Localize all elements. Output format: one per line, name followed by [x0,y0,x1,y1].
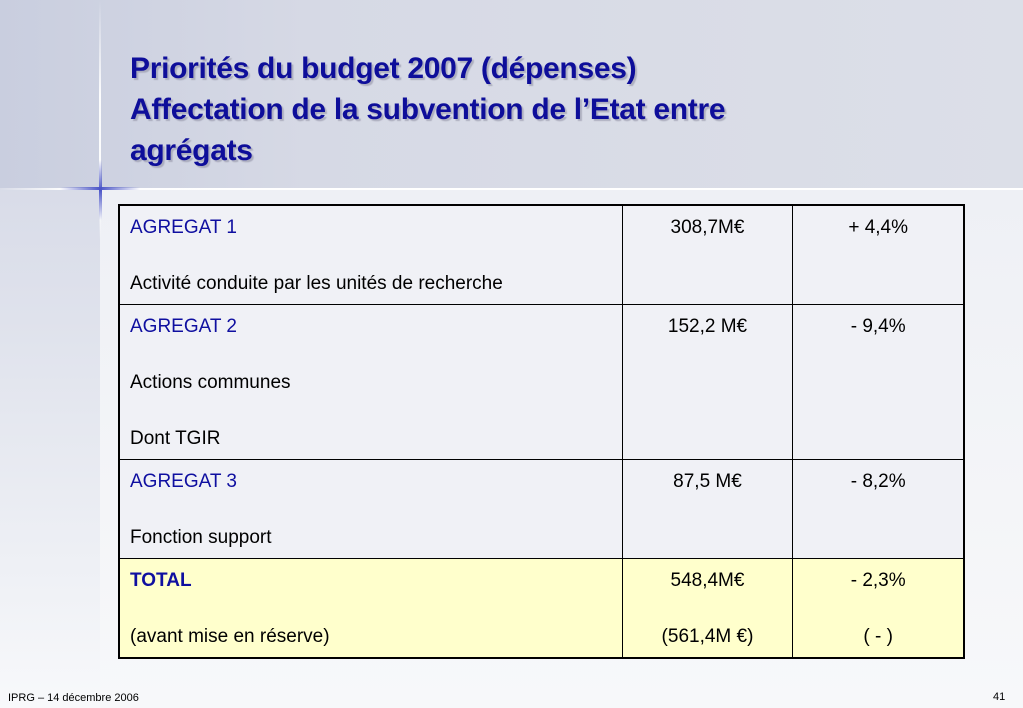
slide-title: Priorités du budget 2007 (dépenses) Affe… [130,48,990,171]
amount-value: 308,7M€ [670,217,745,238]
table-row: AGREGAT 1 Activité conduite par les unit… [118,204,965,305]
amount-value: 87,5 M€ [673,471,742,492]
total-change: - 2,3% [850,570,906,591]
table-row: AGREGAT 2 Actions communes Dont TGIR 152… [118,304,965,460]
slide-title-line-2: Affectation de la subvention de l’Etat e… [130,93,726,126]
change-value: - 8,2% [850,471,906,492]
total-amount-cell: 548,4M€ (561,4M €) [621,558,794,659]
table-row: AGREGAT 3 Fonction support 87,5 M€ - 8,2… [118,459,965,559]
budget-table: AGREGAT 1 Activité conduite par les unit… [118,204,965,659]
agregat-description: Fonction support [130,527,272,548]
agregat-description: Activité conduite par les unités de rech… [130,273,503,294]
change-value: - 9,4% [850,316,906,337]
amount-cell: 87,5 M€ [621,459,794,559]
agregat-cell: AGREGAT 3 Fonction support [118,459,623,559]
agregat-cell: AGREGAT 1 Activité conduite par les unit… [118,204,623,305]
change-cell: + 4,4% [792,204,965,305]
total-amount: 548,4M€ [670,570,745,591]
agregat-cell: AGREGAT 2 Actions communes Dont TGIR [118,304,623,460]
total-description: (avant mise en réserve) [130,626,330,647]
agregat-description: Actions communes [130,372,291,393]
slide-title-line-1: Priorités du budget 2007 (dépenses) [130,52,637,85]
slide-footer: IPRG – 14 décembre 2006 [8,692,139,704]
total-label: TOTAL [130,570,192,591]
vertical-divider-line [99,0,101,240]
total-row: TOTAL (avant mise en réserve) 548,4M€ (5… [118,558,965,659]
slide-title-line-3: agrégats [130,134,253,167]
sparkle-vertical-decoration [99,160,102,220]
agregat-label: AGREGAT 2 [130,316,237,337]
total-label-cell: TOTAL (avant mise en réserve) [118,558,623,659]
horizontal-divider-line [0,188,1023,190]
amount-value: 152,2 M€ [667,316,748,337]
total-amount-before-reserve: (561,4M €) [661,626,754,647]
change-cell: - 9,4% [792,304,965,460]
change-cell: - 8,2% [792,459,965,559]
agregat-sub-description: Dont TGIR [130,428,221,449]
change-value: + 4,4% [848,217,909,238]
total-change-cell: - 2,3% ( - ) [792,558,965,659]
header-background-band [0,0,1023,188]
amount-cell: 152,2 M€ [621,304,794,460]
page-number: 41 [993,691,1006,703]
amount-cell: 308,7M€ [621,204,794,305]
agregat-label: AGREGAT 3 [130,471,237,492]
agregat-label: AGREGAT 1 [130,217,237,238]
total-change-before-reserve: ( - ) [863,626,893,647]
